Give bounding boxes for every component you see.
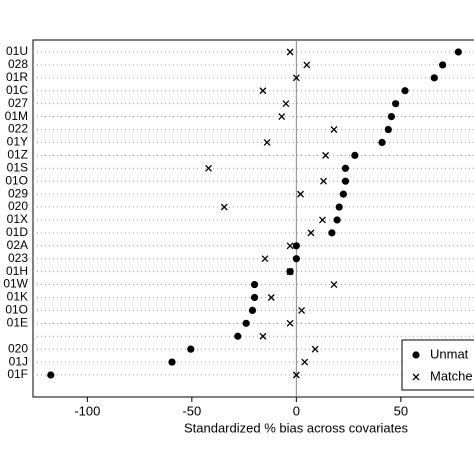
x-marker xyxy=(267,294,275,301)
x-marker xyxy=(220,203,228,211)
x-marker xyxy=(286,242,294,250)
y-tick-label: 01K xyxy=(7,290,28,304)
dot-marker xyxy=(187,345,195,353)
x-marker xyxy=(259,332,267,340)
y-tick-label: 01Y xyxy=(7,135,28,149)
y-tick-label: 02A xyxy=(7,238,28,252)
dot-marker xyxy=(333,216,341,224)
y-tick-label: 01U xyxy=(6,44,28,58)
legend-box xyxy=(401,339,474,391)
x-marker xyxy=(286,268,294,276)
x-marker xyxy=(261,255,269,263)
x-tick-label: 0 xyxy=(293,403,300,418)
x-marker xyxy=(205,164,213,172)
y-tick-label: 01C xyxy=(6,83,28,97)
x-tick-label: 50 xyxy=(394,403,408,418)
x-marker xyxy=(330,281,338,289)
x-marker xyxy=(303,61,311,69)
x-marker xyxy=(322,151,330,159)
dot-marker xyxy=(384,125,392,134)
y-tick-label: 01D xyxy=(6,225,28,239)
y-tick-label: 022 xyxy=(8,122,28,136)
dot-marker xyxy=(234,332,242,340)
x-marker xyxy=(319,216,326,224)
legend-marker xyxy=(412,373,420,381)
dot-marker xyxy=(454,48,462,56)
dot-marker xyxy=(328,229,336,237)
y-tick-label: 01S xyxy=(7,160,28,174)
y-tick-label: 01M xyxy=(5,109,28,123)
y-tick-label: 01O xyxy=(5,303,28,317)
x-marker xyxy=(259,87,267,95)
x-marker xyxy=(297,190,304,198)
dot-marker xyxy=(339,190,347,198)
y-tick-label: 01E xyxy=(7,315,28,329)
y-tick-label: 020 xyxy=(8,199,28,213)
y-tick-label: 01X xyxy=(7,212,28,226)
dot-marker xyxy=(439,61,447,69)
y-tick-label: 01R xyxy=(6,70,28,84)
dot-marker xyxy=(341,164,350,172)
y-tick-label: 01Z xyxy=(7,148,28,162)
y-tick-label: 01O xyxy=(5,173,28,187)
dot-marker xyxy=(248,306,257,314)
x-axis-label: Standardized % bias across covariates xyxy=(184,420,409,435)
y-tick-label: 01H xyxy=(6,264,28,278)
dot-marker xyxy=(242,319,250,327)
x-marker xyxy=(330,126,338,133)
y-tick-label: 01F xyxy=(7,367,28,381)
dot-marker xyxy=(292,242,300,250)
x-marker xyxy=(263,138,271,146)
legend-label: Unmat xyxy=(430,346,469,361)
x-marker xyxy=(282,100,290,108)
dot-marker xyxy=(335,203,343,211)
x-tick-label: -100 xyxy=(74,403,100,418)
legend-label: Matche xyxy=(430,368,473,383)
x-marker xyxy=(307,229,315,237)
x-marker xyxy=(278,113,286,121)
x-marker xyxy=(301,358,309,366)
y-tick-label: 01J xyxy=(9,354,28,368)
x-marker xyxy=(298,306,306,314)
y-tick-label: 023 xyxy=(8,251,28,265)
dot-marker xyxy=(250,293,259,302)
x-marker xyxy=(320,177,327,185)
dot-marker xyxy=(430,74,438,82)
x-marker xyxy=(292,371,300,379)
x-marker xyxy=(286,319,294,327)
dot-marker xyxy=(292,255,300,263)
x-marker xyxy=(311,345,319,353)
dot-marker xyxy=(250,280,259,289)
legend-marker xyxy=(412,351,420,359)
x-tick-label: -50 xyxy=(182,403,201,418)
y-tick-label: 027 xyxy=(8,96,28,110)
plot-frame xyxy=(32,39,474,398)
x-marker xyxy=(286,48,294,56)
y-tick-label: 029 xyxy=(8,186,28,200)
y-tick-label: 020 xyxy=(8,341,28,355)
dot-marker xyxy=(47,371,55,379)
y-tick-label: 01W xyxy=(3,277,28,291)
dot-marker xyxy=(392,100,400,108)
dot-marker xyxy=(378,138,386,147)
dot-marker xyxy=(401,87,409,95)
dot-marker xyxy=(168,358,176,366)
dot-marker xyxy=(351,151,359,159)
dot-marker xyxy=(341,177,350,185)
x-marker xyxy=(292,74,300,82)
dot-marker xyxy=(387,113,396,121)
y-tick-label: 028 xyxy=(8,57,28,71)
